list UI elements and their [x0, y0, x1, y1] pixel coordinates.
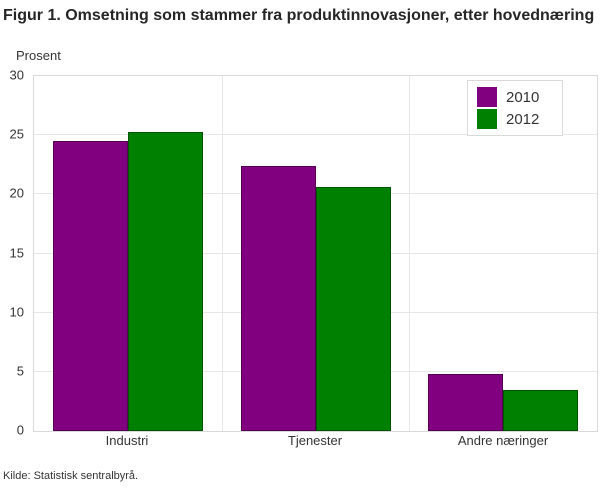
legend-item-2010[interactable]: 2010 [477, 87, 554, 107]
gridline-x-1 [221, 76, 223, 431]
chart-title: Figur 1. Omsetning som stammer fra produ… [3, 7, 595, 24]
x-label-andre-næringer: Andre næringer [457, 433, 549, 448]
y-tick-label-5: 5 [16, 363, 24, 379]
bar-group-andre-næringer [409, 76, 597, 431]
x-label-industri: Industri [105, 433, 149, 448]
legend-item-2012[interactable]: 2012 [477, 109, 554, 129]
bar-groups [34, 76, 597, 431]
bar-2012-industri [127, 131, 203, 431]
bar-2010-tjenester [240, 165, 316, 431]
y-tick-label-20: 20 [9, 185, 24, 201]
legend-label-2010: 2010 [506, 88, 540, 106]
source-note: Kilde: Statistisk sentralbyrå. [3, 470, 139, 482]
x-axis-labels: Industri Tjenester Andre næringer [33, 433, 597, 448]
bar-2012-tjenester [315, 187, 391, 431]
y-tick-label-10: 10 [9, 304, 24, 320]
x-label-tjenester: Tjenester [287, 433, 343, 448]
legend-swatch-2012 [477, 109, 497, 129]
legend-swatch-2010 [477, 87, 497, 107]
y-tick-label-0: 0 [16, 422, 24, 438]
bar-group-tjenester [222, 76, 410, 431]
y-tick-label-15: 15 [9, 245, 24, 260]
y-axis-unit-label: Prosent [16, 48, 61, 63]
legend: 2010 2012 [467, 80, 563, 136]
bar-2012-andre-næringer [503, 389, 579, 431]
y-axis-tick-labels: 0 5 10 15 20 25 30 [0, 68, 27, 438]
bar-2010-industri [52, 141, 128, 431]
gridline-y-25 [34, 134, 597, 136]
y-tick-label-30: 30 [9, 67, 24, 83]
legend-label-2012: 2012 [506, 110, 540, 128]
bar-2010-andre-næringer [428, 374, 504, 431]
bar-group-industri [34, 76, 222, 431]
y-tick-label-25: 25 [9, 126, 24, 142]
gridline-x-2 [409, 76, 411, 431]
